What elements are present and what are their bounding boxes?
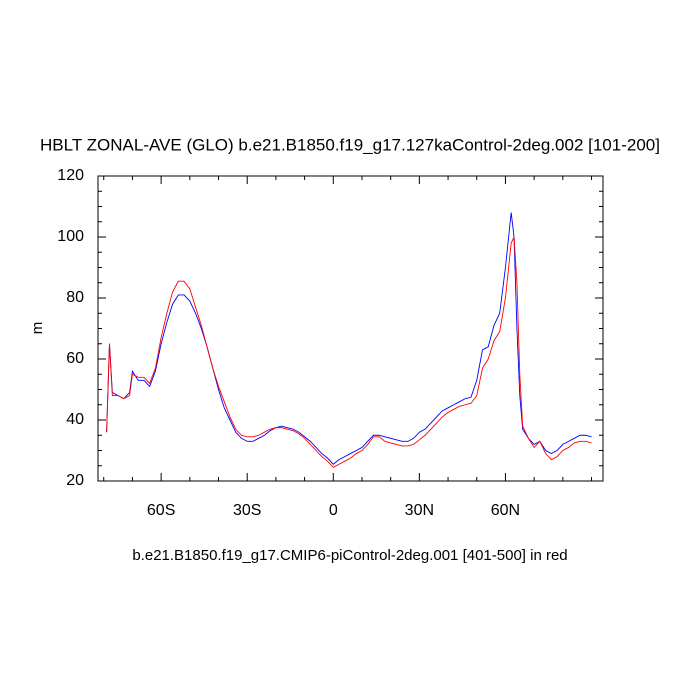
chart-title: HBLT ZONAL-AVE (GLO) b.e21.B1850.f19_g17… (40, 135, 660, 154)
y-tick-label: 60 (66, 350, 84, 367)
y-axis-label: m (29, 322, 46, 335)
y-tick-label: 80 (66, 289, 84, 306)
x-tick-label: 60S (147, 502, 175, 519)
x-tick-label: 0 (329, 502, 338, 519)
y-tick-label: 120 (57, 167, 84, 184)
y-tick-label: 20 (66, 472, 84, 489)
data-line (106, 236, 592, 468)
x-tick-label: 30N (405, 502, 434, 519)
x-tick-label: 30S (233, 502, 261, 519)
data-line (106, 212, 592, 465)
y-tick-label: 40 (66, 411, 84, 428)
x-axis-label: b.e21.B1850.f19_g17.CMIP6-piControl-2deg… (132, 547, 567, 564)
y-tick-label: 100 (57, 228, 84, 245)
x-tick-label: 60N (491, 502, 520, 519)
